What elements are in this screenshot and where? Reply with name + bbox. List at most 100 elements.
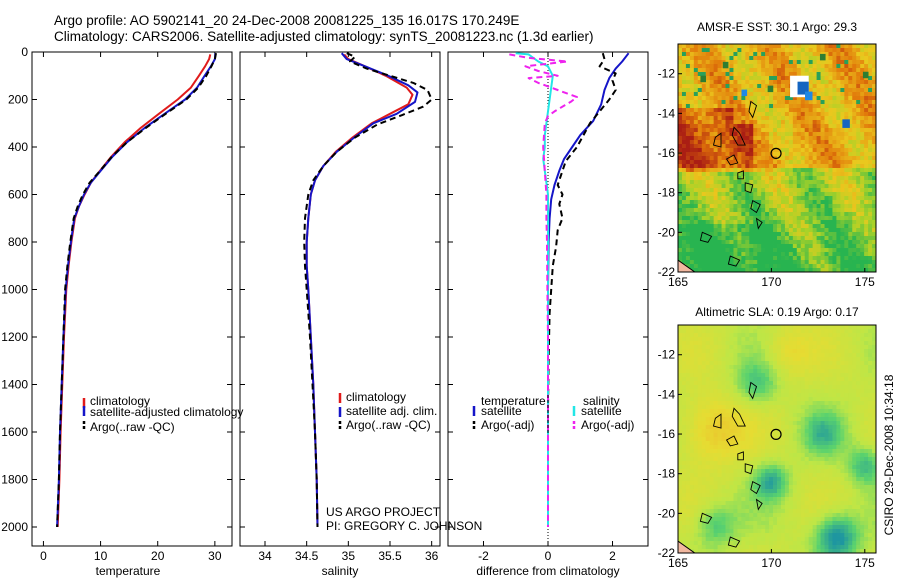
map-cell (796, 345, 802, 350)
map-cell (729, 373, 734, 378)
series-argo-raw-qc- (303, 52, 433, 528)
map-cell (784, 240, 790, 245)
map-cell (792, 325, 798, 330)
map-cell (796, 337, 802, 342)
map-cell (737, 236, 742, 241)
map-cell (749, 252, 754, 257)
map-cell (868, 44, 873, 49)
map-cell (745, 196, 750, 201)
map-cell (753, 104, 758, 109)
map-cell (777, 164, 782, 169)
map-cell (808, 441, 814, 446)
map-spot (842, 119, 850, 128)
map-cell (856, 244, 861, 249)
map-cell (824, 184, 829, 189)
map-cell (832, 413, 837, 418)
map-cell (780, 192, 786, 197)
map-cell (773, 260, 778, 265)
map-cell (872, 84, 876, 89)
map-cell (701, 220, 707, 225)
map-cell (860, 116, 865, 121)
map-cell (872, 120, 876, 125)
island-outline (744, 182, 754, 194)
map-cell (844, 96, 849, 101)
map-cell (804, 401, 810, 406)
map-cell (808, 256, 814, 261)
map-cell (725, 80, 730, 85)
map-cell (836, 465, 841, 470)
map-cell (678, 393, 683, 398)
map-cell (729, 349, 734, 354)
map-cell (820, 148, 825, 153)
map-cell (713, 48, 718, 53)
map-cell (872, 100, 876, 105)
map-cell (784, 160, 790, 165)
map-cell (725, 108, 730, 113)
map-cell (773, 264, 778, 269)
map-cell (773, 208, 778, 213)
map-cell (725, 417, 730, 422)
map-cell (729, 104, 734, 109)
map-cell (796, 244, 802, 249)
map-cell (681, 184, 687, 189)
map-cell (741, 433, 746, 438)
map-cell (733, 449, 738, 454)
map-cell (777, 220, 782, 225)
map-cell (729, 140, 734, 145)
map-cell (840, 465, 845, 470)
map-cell (693, 160, 699, 165)
map-cell (741, 116, 746, 121)
map-cell (848, 172, 853, 177)
map-cell (820, 140, 825, 145)
map-cell (757, 152, 762, 157)
map-cell (757, 216, 762, 221)
map-cell (836, 357, 841, 362)
map-cell (836, 445, 841, 450)
map-cell (852, 72, 857, 77)
map-cell (697, 244, 703, 249)
map-cell (852, 76, 857, 81)
map-cell (733, 445, 738, 450)
map-cell (765, 96, 770, 101)
map-cell (780, 96, 786, 101)
map-cell (737, 244, 742, 249)
map-cell (741, 333, 746, 338)
map-cell (678, 128, 683, 133)
map-cell (709, 409, 715, 414)
map-cell (761, 465, 766, 470)
map-cell (804, 184, 810, 189)
map-cell (721, 389, 726, 394)
map-cell (689, 248, 695, 253)
map-cell (784, 96, 790, 101)
map-cell (844, 64, 849, 69)
map-cell (788, 108, 794, 113)
map-cell (812, 164, 817, 169)
map-cell (678, 357, 683, 362)
map-cell (733, 236, 738, 241)
map-cell (852, 100, 857, 105)
map-cell (848, 349, 853, 354)
map-cell (697, 176, 703, 181)
map-cell (725, 369, 730, 374)
map-cell (828, 445, 833, 450)
map-cell (828, 160, 833, 165)
map-cell (864, 369, 869, 374)
map-cell (784, 325, 790, 330)
map-cell (812, 80, 817, 85)
map-cell (705, 44, 711, 49)
map-cell (761, 104, 766, 109)
map-cell (828, 345, 833, 350)
map-cell (832, 180, 837, 185)
map-cell (784, 433, 790, 438)
y-tick-label: 600 (8, 188, 28, 202)
map-cell (733, 220, 738, 225)
map-cell (864, 260, 869, 265)
map-cell (709, 260, 715, 265)
map-cell (693, 433, 699, 438)
map-cell (741, 136, 746, 141)
map-cell (753, 220, 758, 225)
map-cell (741, 256, 746, 261)
map-cell (769, 437, 774, 442)
map-cell (765, 461, 770, 466)
map-cell (808, 365, 814, 370)
